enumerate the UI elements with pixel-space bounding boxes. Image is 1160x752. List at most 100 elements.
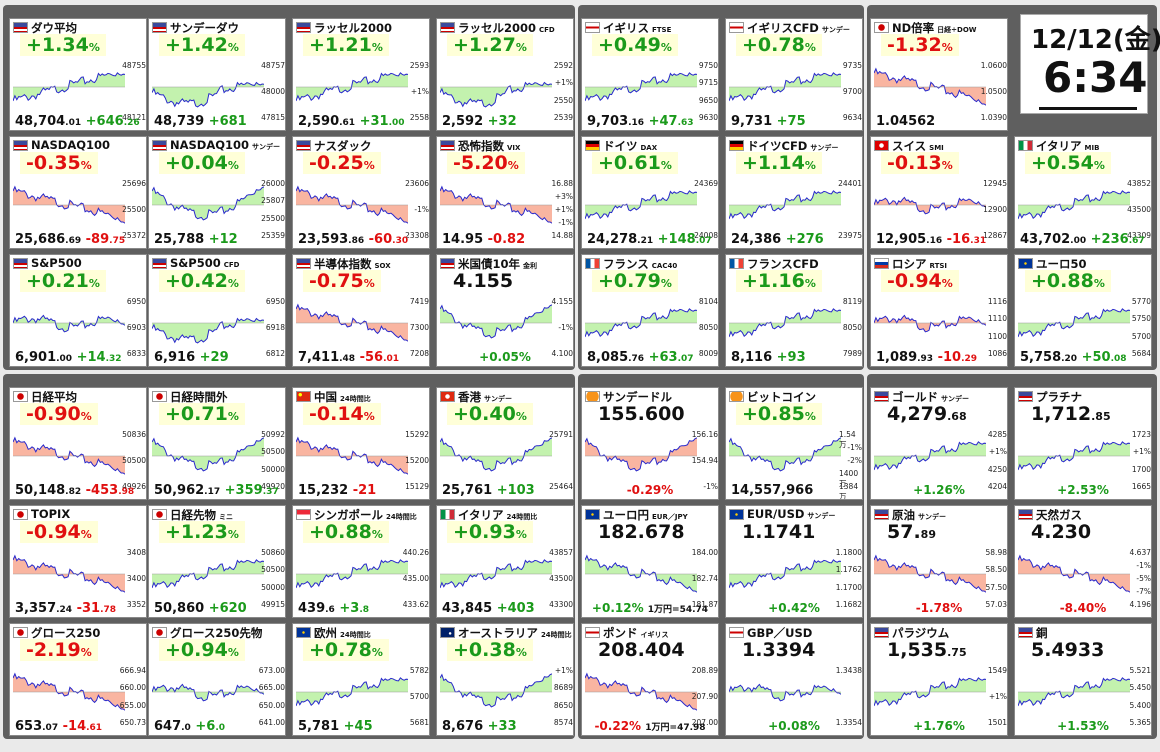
- tile-subtitle: CAC40: [651, 262, 678, 270]
- change-decimals: .61: [86, 723, 103, 733]
- quote-tile[interactable]: 日経時間外 +0.71% 50992 50500 50000 49920 50,962.…: [148, 387, 286, 500]
- headline-value: 1.3394: [736, 639, 821, 661]
- quote-tile[interactable]: ポンド イギリス 208.404 208.89 207.90 207.00 -0.22%…: [581, 623, 719, 736]
- quote-tile[interactable]: ドイツ DAX +0.61% 24369 24008 24,278.21 +148.0…: [581, 136, 719, 249]
- tile-title: ND倍率 日経÷DOW: [892, 20, 977, 36]
- tile-subtitle: 24時間比: [540, 631, 572, 639]
- y-axis-label: 9650: [698, 96, 718, 105]
- change-decimals: .07: [677, 354, 694, 364]
- tile-subtitle: DAX: [640, 144, 658, 152]
- change-value: -10.29: [938, 350, 977, 365]
- headline-value: +0.38%: [447, 639, 533, 661]
- quote-tile[interactable]: ゴールド サンデー 4,279.68 4285 +1% 4250 4204 +1.26%: [870, 387, 1008, 500]
- quote-tile[interactable]: EUR/USD サンデー 1.1741 1.1800 1.1762 1.1700 1.1…: [725, 505, 863, 618]
- quote-tile[interactable]: 米国債10年 金利 4.155 4.155 -1% 4.100 +0.05%: [436, 254, 574, 367]
- quote-tile[interactable]: イギリス FTSE +0.49% 9750 9715 9650 9630 9,703.16…: [581, 18, 719, 131]
- quote-tile[interactable]: シンガポール 24時間比 +0.88% 440.26 435.00 433.62 439…: [292, 505, 430, 618]
- sparkline-line: [585, 554, 697, 593]
- y-axis-label: 182.74: [691, 574, 718, 583]
- quote-tile[interactable]: イタリア MIB +0.54% 43852 43500 43309 43,702.00 …: [1014, 136, 1152, 249]
- quote-tile[interactable]: スイス SMI -0.13% 12945 12900 12867 12,905.16 -…: [870, 136, 1008, 249]
- y-axis-label: +1%: [410, 87, 429, 96]
- quote-tile[interactable]: グロース250先物 +0.94% 673.00 665.00 650.00 641.0…: [148, 623, 286, 736]
- quote-tile[interactable]: 香港 サンデー +0.40% 25791 25464 25,761 +103: [436, 387, 574, 500]
- tile-subtitle: サンデー: [918, 513, 946, 521]
- quote-tile[interactable]: 日経平均 -0.90% 50836 50500 49926 50,148.82 -45…: [9, 387, 147, 500]
- quote-tile[interactable]: フランスCFD +1.16% 8119 8050 7989 8,116 +93: [725, 254, 863, 367]
- quote-tile[interactable]: GBP／USD 1.3394 1.3438 1.3354 +0.08%: [725, 623, 863, 736]
- quote-values: 48,739 +681: [154, 114, 247, 129]
- y-axis-label: 641.00: [258, 718, 285, 727]
- quote-tile[interactable]: 恐怖指数 VIX -5.20% 16.88 +3% +1% -1% 14.88 14.95 …: [436, 136, 574, 249]
- tile-title: 天然ガス: [1036, 507, 1085, 523]
- sparkline-chart: [729, 72, 841, 102]
- headline-value: -0.13%: [881, 152, 959, 174]
- y-axis-label: 650.73: [119, 718, 146, 727]
- headline-number: +0.94: [165, 639, 228, 661]
- quote-tile[interactable]: 日経先物 ミニ +1.23% 50860 50500 50000 49915 50,860…: [148, 505, 286, 618]
- quote-tile[interactable]: 半導体指数 SOX -0.75% 7419 7300 7208 7,411.48 -56…: [292, 254, 430, 367]
- tile-title: EUR/USD サンデー: [747, 507, 835, 521]
- quote-tile[interactable]: オーストラリア 24時間比 +0.38% +1% 8689 8650 8574 8,676…: [436, 623, 574, 736]
- quote-tile[interactable]: NASDAQ100 サンデー +0.04% 26000 25807 25500 2535…: [148, 136, 286, 249]
- quote-tile[interactable]: ND倍率 日経÷DOW -1.32% 1.0600 1.0500 1.0390 1.04…: [870, 18, 1008, 131]
- quote-tile[interactable]: 天然ガス 4.230 4.637 -1% -5% -7% 4.196 -8.40%: [1014, 505, 1152, 618]
- quote-tile[interactable]: グロース250 -2.19% 666.94 660.00 655.00 650.73 6…: [9, 623, 147, 736]
- quote-tile[interactable]: ラッセル2000 CFD +1.27% 2592 +1% 2550 2539 2,592 …: [436, 18, 574, 131]
- quote-tile[interactable]: TOPIX -0.94% 3408 3400 3352 3,357.24 -31.78: [9, 505, 147, 618]
- headline-number: +1.27: [453, 34, 516, 56]
- y-axis-label: 25807: [261, 196, 285, 205]
- quote-tile[interactable]: ロシア RTSI -0.94% 1116 1110 1100 1086 1,089.93 …: [870, 254, 1008, 367]
- headline-value: +1.23%: [159, 521, 245, 543]
- us-flag-icon: [440, 140, 455, 151]
- y-axis-label: 2550: [553, 96, 573, 105]
- y-axis-label: 43309: [1127, 231, 1151, 240]
- y-axis-label: 50500: [261, 565, 285, 574]
- quote-tile[interactable]: S&P500 +0.21% 6950 6903 6833 6,901.00 +14.3…: [9, 254, 147, 367]
- quote-tile[interactable]: ユーロ50 +0.88% 5770 5750 5700 5684 5,758.20 +5…: [1014, 254, 1152, 367]
- quote-tile[interactable]: プラチナ 1,712.85 1723 +1% 1700 1665 +2.53%: [1014, 387, 1152, 500]
- tile-title: グロース250: [31, 625, 103, 641]
- quote-tile[interactable]: ダウ平均 +1.34% 48755 48121 48,704.01 +646.26: [9, 18, 147, 131]
- quote-tile[interactable]: ユーロ円 EUR／JPY 182.678 184.00 182.74 181.87 +0…: [581, 505, 719, 618]
- y-axis-label: 12867: [983, 231, 1007, 240]
- tile-subtitle: サンデー: [810, 144, 839, 152]
- sparkline-chart: [1018, 308, 1130, 338]
- quote-tile[interactable]: ナスダック -0.25% 23606 -1% 23308 23,593.86 -60.…: [292, 136, 430, 249]
- quote-tile[interactable]: 原油 サンデー 57.89 58.98 58.50 57.50 57.03 -1.78%: [870, 505, 1008, 618]
- quote-tile[interactable]: 中国 24時間比 -0.14% 15292 15200 15129 15,232 -21: [292, 387, 430, 500]
- us-flag-icon: [13, 140, 28, 151]
- tile-title-text: スイス: [892, 139, 927, 153]
- headline-value: 1,535.75: [881, 639, 973, 661]
- tile-title-text: オーストラリア: [458, 626, 538, 640]
- tile-title: ナスダック: [314, 138, 375, 154]
- last-price-decimals: .69: [65, 236, 82, 246]
- quote-tile[interactable]: NASDAQ100 -0.35% 25696 25500 25372 25,686.6…: [9, 136, 147, 249]
- sparkline-line: [440, 304, 552, 339]
- quote-tile[interactable]: 欧州 24時間比 +0.78% 5782 5700 5681 5,781 +45: [292, 623, 430, 736]
- last-price: 25,788: [154, 232, 205, 247]
- tile-title: ドイツ DAX: [603, 138, 657, 154]
- quote-tile[interactable]: イギリスCFD サンデー +0.78% 9735 9700 9634 9,731 +75: [725, 18, 863, 131]
- quote-tile[interactable]: ラッセル2000 +1.21% 2593 +1% 2558 2,590.61 +31.…: [292, 18, 430, 131]
- change-value: +50.08: [1082, 350, 1127, 365]
- quote-tile[interactable]: フランス CAC40 +0.79% 8104 8050 8009 8,085.76 +6…: [581, 254, 719, 367]
- quote-tile[interactable]: パラジウム 1,535.75 1549 +1% 1501 +1.76%: [870, 623, 1008, 736]
- quote-tile[interactable]: S&P500 CFD +0.42% 6950 6918 6812 6,916 +29: [148, 254, 286, 367]
- headline-number: +0.88: [1031, 270, 1094, 292]
- quote-tile[interactable]: サンデーダウ +1.42% 48757 48000 47815 48,739 +681: [148, 18, 286, 131]
- quote-tile[interactable]: イタリア 24時間比 +0.93% 43857 43500 43300 43,845 +…: [436, 505, 574, 618]
- quote-tile[interactable]: ビットコイン +0.85% 1.54万 -1% -2% 1400万 1384万 14,55…: [725, 387, 863, 500]
- quote-tile[interactable]: 銅 5.4933 5.521 5.450 5.400 5.365 +1.53%: [1014, 623, 1152, 736]
- y-axis-label: 25500: [122, 205, 146, 214]
- quote-tile[interactable]: サンデードル 155.600 156.16 154.94 -1% -0.29%: [581, 387, 719, 500]
- y-axis-label: 6918: [265, 323, 285, 332]
- change-percent-text: +1.26%: [913, 483, 965, 497]
- headline-value: +1.34%: [20, 34, 106, 56]
- tile-title-text: 恐怖指数: [458, 139, 504, 153]
- sparkline-line: [729, 308, 841, 338]
- headline-unit: %: [88, 41, 100, 54]
- quote-tile[interactable]: ドイツCFD サンデー +1.14% 24401 23975 24,386 +276: [725, 136, 863, 249]
- sparkline-chart: [13, 436, 125, 475]
- y-axis-label: 25359: [261, 231, 285, 240]
